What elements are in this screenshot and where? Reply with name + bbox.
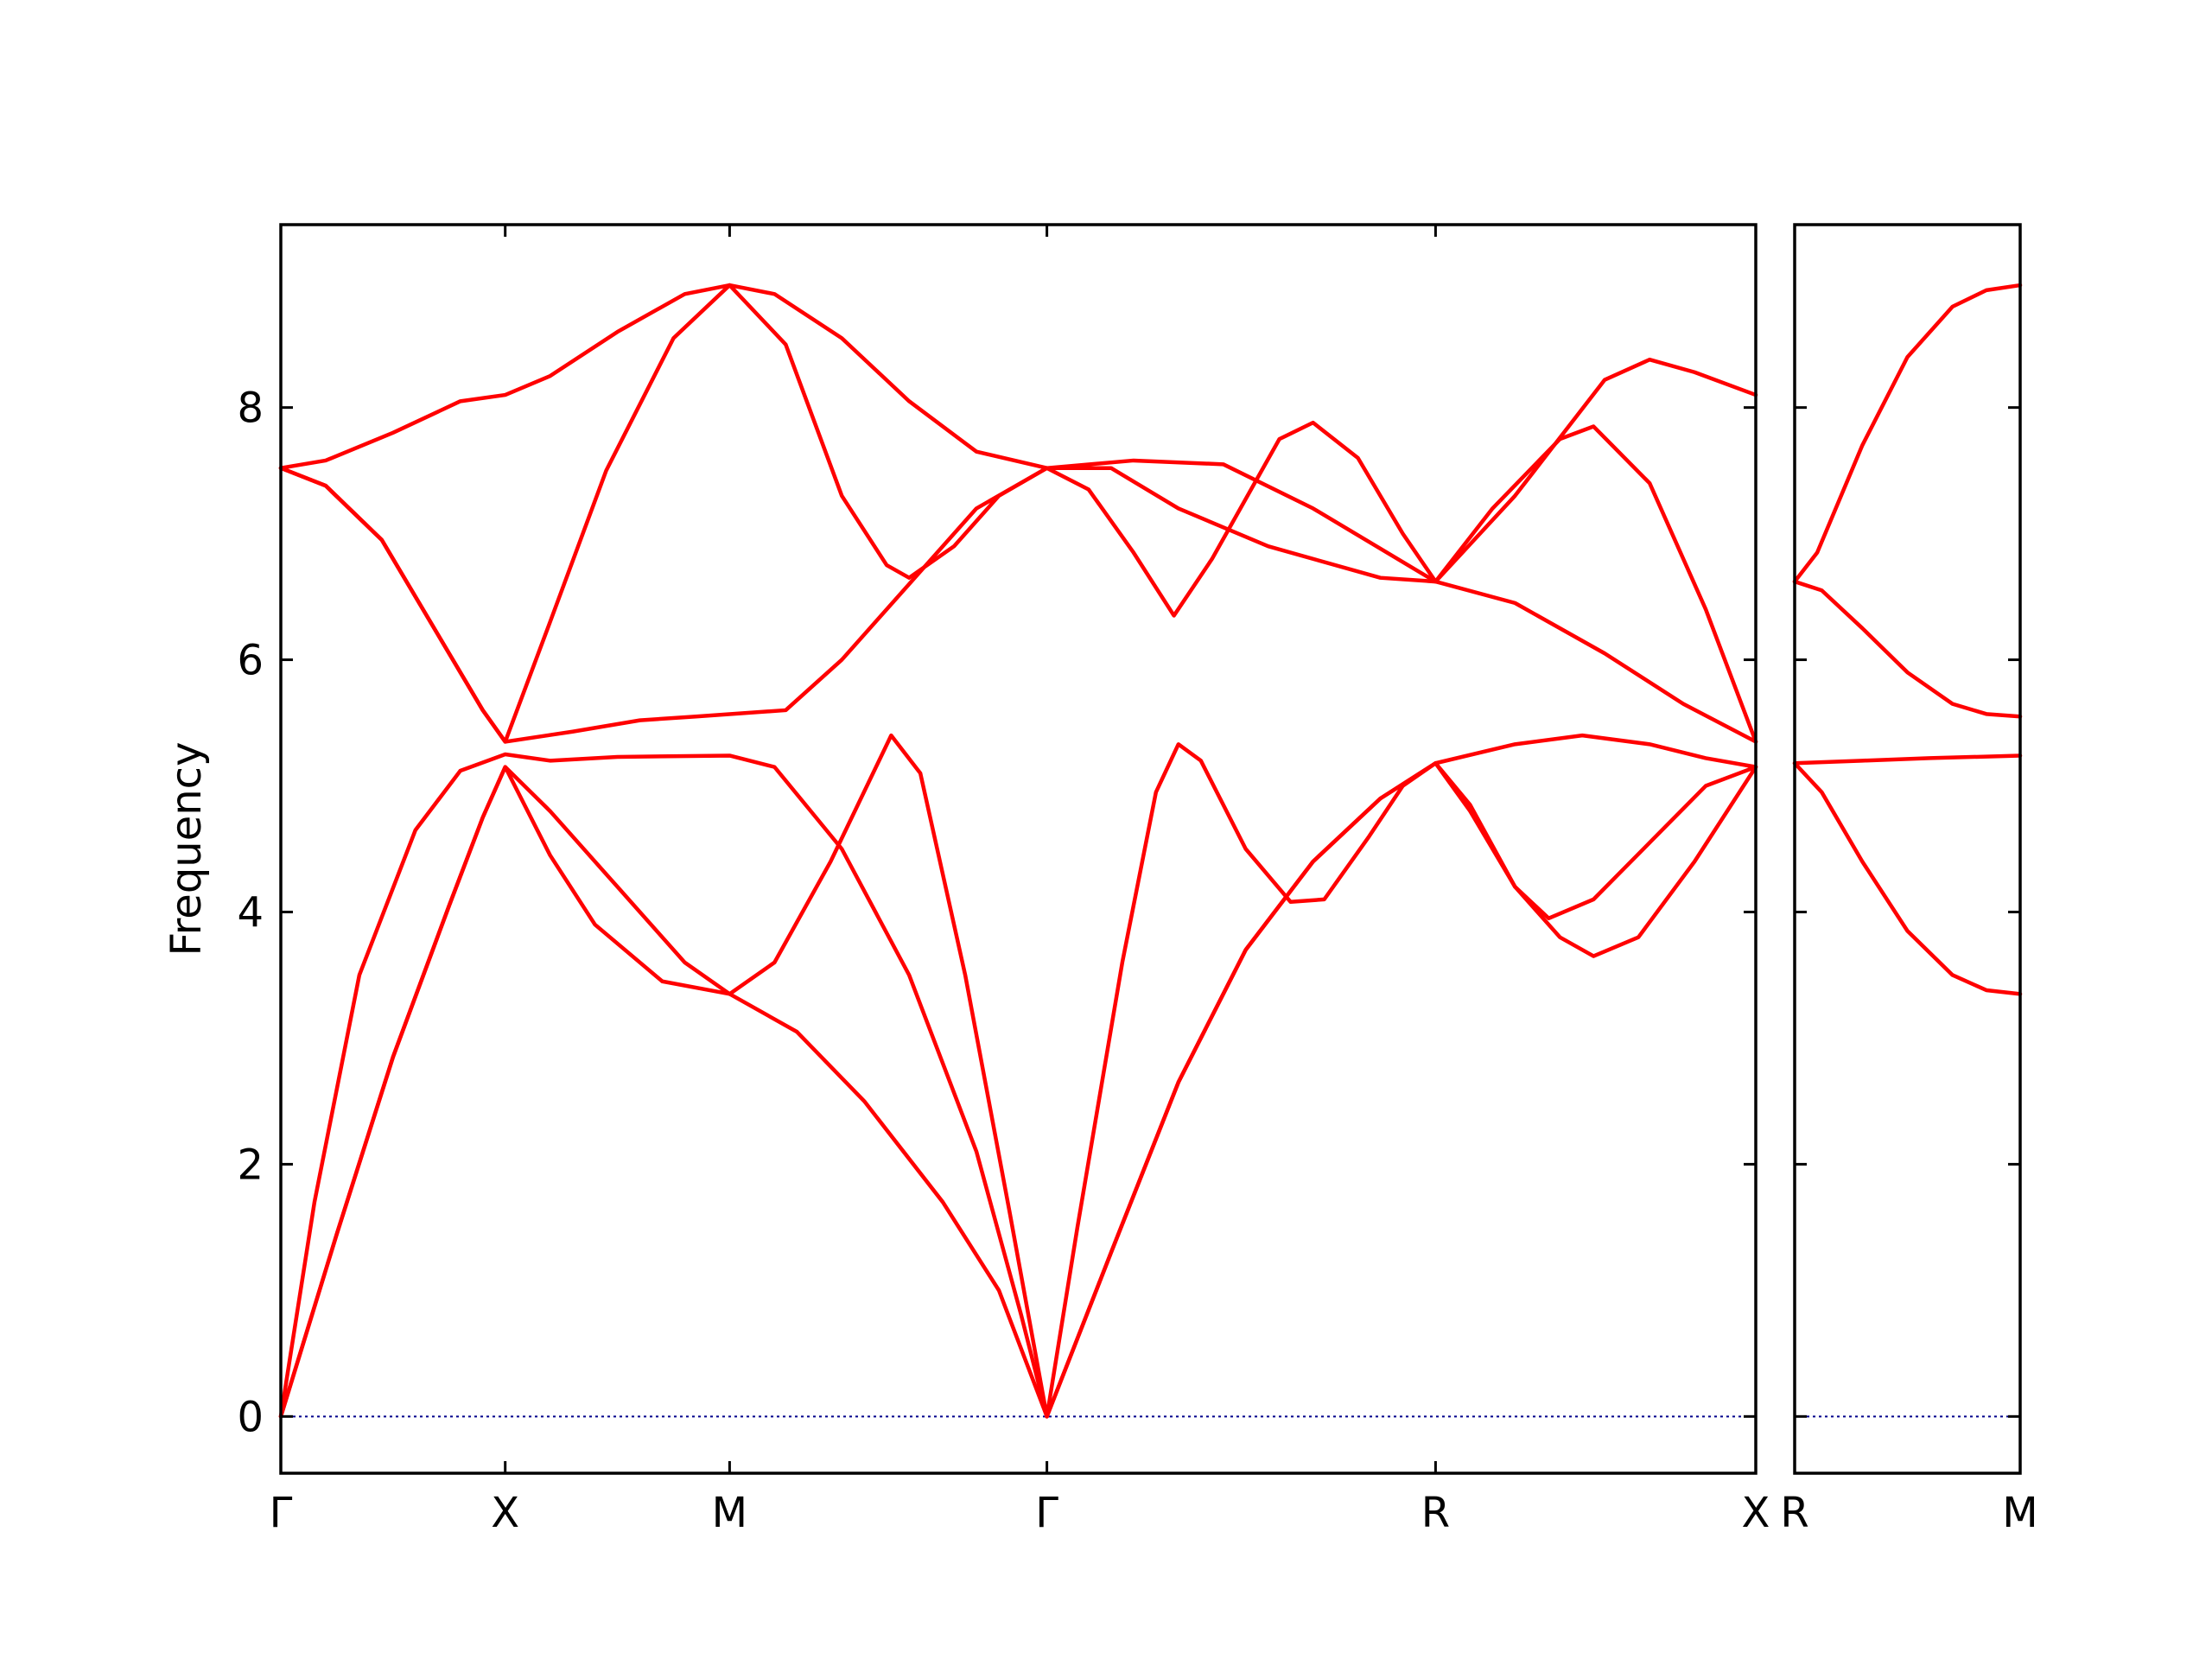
band-line-3 — [278, 466, 1758, 744]
band-line-8 — [1045, 761, 1758, 1419]
y-tick-label: 4 — [237, 888, 264, 937]
x-tick-label: Γ — [1035, 1489, 1058, 1537]
x-tick-label: M — [712, 1489, 747, 1537]
x-tick-label: X — [1742, 1489, 1770, 1537]
band-line-1 — [278, 283, 1758, 584]
band-line-9 — [1045, 733, 1758, 1419]
y-tick-label: 0 — [237, 1393, 264, 1441]
x-tick-label: M — [2002, 1489, 2037, 1537]
x-tick-label: R — [1421, 1489, 1450, 1537]
x-tick-label: Γ — [270, 1489, 293, 1537]
y-tick-label: 8 — [237, 385, 264, 433]
band-line-1 — [1792, 283, 2023, 584]
band-line-2 — [1792, 579, 2023, 719]
band-line-7 — [1045, 742, 1758, 1419]
y-axis-label: Frequency — [162, 742, 211, 957]
band-line-5 — [278, 733, 1049, 1419]
y-tick-label: 6 — [237, 637, 264, 685]
band-line-3 — [1792, 753, 2023, 766]
plot-frame — [1793, 223, 2022, 1475]
band-line-4 — [1792, 761, 2023, 996]
x-tick-label: X — [491, 1489, 519, 1537]
x-tick-label: R — [1780, 1489, 1808, 1537]
band-line-6 — [278, 765, 1049, 1419]
y-tick-label: 2 — [237, 1141, 264, 1189]
plot-frame — [279, 223, 1758, 1475]
main-panel: 0 2 4 6 8 Γ X M Γ R X — [237, 223, 1770, 1537]
band-line-4 — [278, 752, 1049, 1419]
band-line-2 — [278, 283, 1758, 744]
